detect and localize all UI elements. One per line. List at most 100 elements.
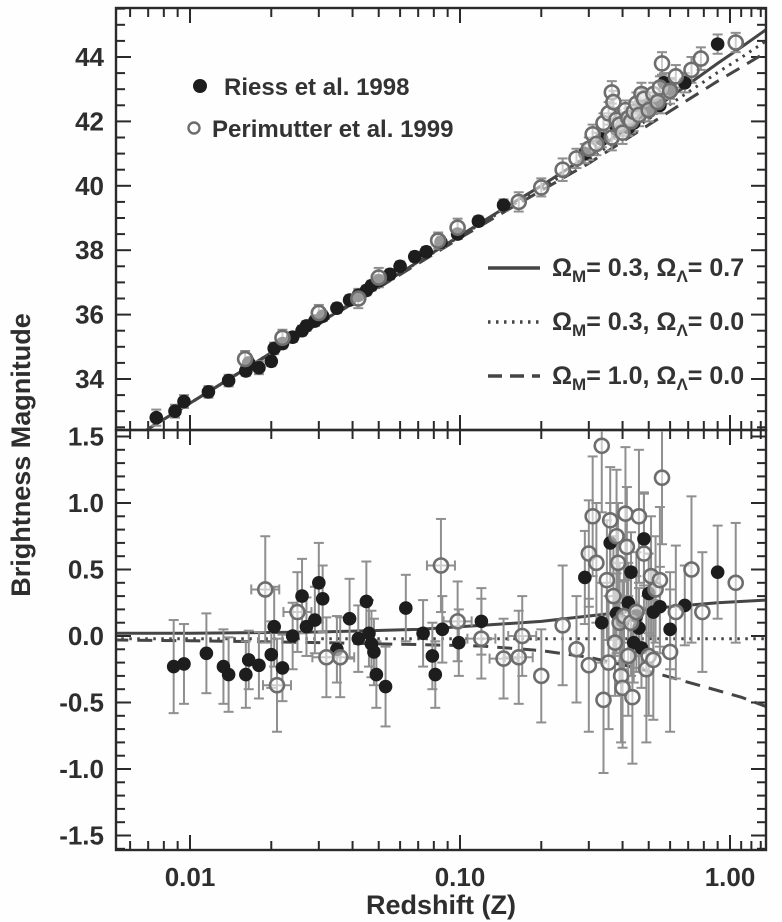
- data-point-perlmutter: [608, 527, 625, 545]
- data-point-perlmutter: [630, 507, 648, 525]
- data-point-riess: [264, 647, 279, 662]
- data-point-perlmutter: [614, 679, 631, 697]
- data-point-perlmutter: [310, 304, 328, 322]
- data-point-riess: [471, 214, 486, 229]
- data-point-perlmutter: [289, 603, 306, 621]
- data-point-perlmutter: [600, 654, 617, 671]
- data-point-riess: [359, 594, 374, 609]
- y-tick-label: -1.0: [59, 754, 104, 784]
- data-point-riess: [267, 619, 281, 634]
- data-point-riess: [241, 653, 256, 667]
- data-point-perlmutter: [584, 507, 601, 525]
- panel-frames: [114, 6, 768, 852]
- model-legend: ΩM= 0.3, ΩΛ= 0.7 ΩM= 0.3, ΩΛ= 0.0 ΩM= 1.0,…: [488, 254, 744, 394]
- data-point-perlmutter: [595, 691, 612, 709]
- data-point-riess: [221, 667, 236, 682]
- data-point-riess: [624, 565, 638, 579]
- y-tick-label: 34: [75, 364, 104, 394]
- data-point-perlmutter: [617, 505, 634, 522]
- model-legend-label: ΩM= 1.0, ΩΛ= 0.0: [552, 362, 744, 394]
- data-point-riess: [594, 615, 609, 630]
- data-point-riess: [378, 679, 393, 694]
- legend-label-riess: Riess et al. 1998: [224, 74, 409, 101]
- data-point-riess: [710, 565, 725, 579]
- data-point-perlmutter: [653, 55, 671, 72]
- data-point-riess: [362, 626, 376, 641]
- x-tick-label: 0.10: [435, 862, 486, 892]
- data-point-perlmutter: [593, 437, 611, 455]
- data-point-perlmutter: [429, 232, 447, 249]
- data-point-perlmutter: [580, 656, 598, 674]
- data-point-perlmutter: [568, 150, 585, 167]
- data-point-riess: [295, 589, 309, 603]
- model-curve-dashed: [117, 638, 765, 708]
- data-point-riess: [177, 394, 191, 409]
- data-point-perlmutter: [727, 574, 745, 592]
- data-point-perlmutter: [624, 688, 641, 706]
- data-point-perlmutter: [614, 124, 631, 141]
- data-point-perlmutter: [236, 350, 254, 368]
- data-point-perlmutter: [598, 571, 616, 589]
- data-point-riess: [425, 649, 440, 663]
- data-point-riess: [578, 570, 592, 585]
- x-tick-label: 1.00: [705, 862, 756, 892]
- data-point-perlmutter: [683, 561, 700, 578]
- y-tick-label: -0.5: [59, 688, 104, 718]
- y-tick-label: -1.5: [59, 821, 104, 851]
- y-tick-label: 1.0: [68, 488, 104, 518]
- data-point-perlmutter: [588, 135, 605, 153]
- data-point-perlmutter: [667, 603, 685, 621]
- tick-labels: 34 36 38 40 42 44 -1.5 -1.0 -0.5 0.0 0.5 1.0 1.5 0.01…: [59, 42, 755, 892]
- chart-render-root: 34 36 38 40 42 44 -1.5 -1.0 -0.5 0.0 0.5 1.0 1.5 0.01…: [59, 6, 768, 892]
- data-point-perlmutter: [628, 603, 645, 621]
- data-point-riess: [149, 410, 164, 425]
- data-point-perlmutter: [635, 545, 653, 562]
- data-point-riess: [264, 354, 279, 369]
- data-point-riess: [168, 404, 182, 419]
- model-legend-label: ΩM= 0.3, ΩΛ= 0.0: [552, 308, 744, 340]
- data-point-perlmutter: [510, 648, 528, 666]
- data-point-riess: [275, 661, 290, 675]
- y-tick-label: 0.5: [68, 555, 104, 585]
- x-tick-label: 0.01: [165, 862, 216, 892]
- data-point-riess: [201, 385, 216, 399]
- data-point-perlmutter: [653, 469, 671, 487]
- data-point-perlmutter: [601, 511, 619, 529]
- data-point-perlmutter: [532, 667, 550, 685]
- y-tick-label: 0.0: [68, 621, 104, 651]
- data-point-perlmutter: [370, 269, 388, 286]
- data-point-riess: [393, 259, 407, 274]
- data-point-perlmutter: [694, 603, 711, 621]
- data-point-perlmutter: [645, 651, 662, 669]
- data-point-perlmutter: [605, 93, 622, 111]
- data-point-perlmutter: [513, 627, 531, 645]
- data-point-riess: [166, 659, 181, 674]
- data-point-riess: [399, 601, 413, 615]
- data-point-riess: [239, 667, 253, 682]
- residual-panel-frame: [114, 428, 768, 852]
- data-point-perlmutter: [667, 68, 685, 85]
- data-point-riess: [407, 249, 422, 264]
- y-tick-label: 36: [75, 300, 104, 330]
- data-point-perlmutter: [554, 161, 571, 178]
- data-point-perlmutter: [274, 329, 291, 347]
- data-point-riess: [369, 667, 384, 682]
- data-point-riess: [496, 198, 511, 212]
- axis-ticks: [117, 7, 765, 850]
- y-tick-label: 42: [75, 106, 104, 136]
- data-point-perlmutter: [618, 538, 636, 556]
- data-point-riess: [416, 626, 430, 641]
- data-point-riess: [312, 576, 326, 590]
- data-point-riess: [637, 532, 651, 546]
- data-point-perlmutter: [568, 640, 585, 658]
- data-point-perlmutter: [532, 179, 550, 196]
- data-points: [149, 34, 745, 425]
- data-point-riess: [177, 657, 191, 671]
- legend-marker-open-circle: [187, 121, 201, 135]
- data-point-perlmutter: [510, 193, 528, 211]
- data-point-perlmutter: [495, 650, 512, 667]
- y-tick-label: 44: [75, 42, 104, 72]
- x-axis-title: Redshift (Z): [366, 890, 516, 920]
- data-point-perlmutter: [588, 554, 605, 572]
